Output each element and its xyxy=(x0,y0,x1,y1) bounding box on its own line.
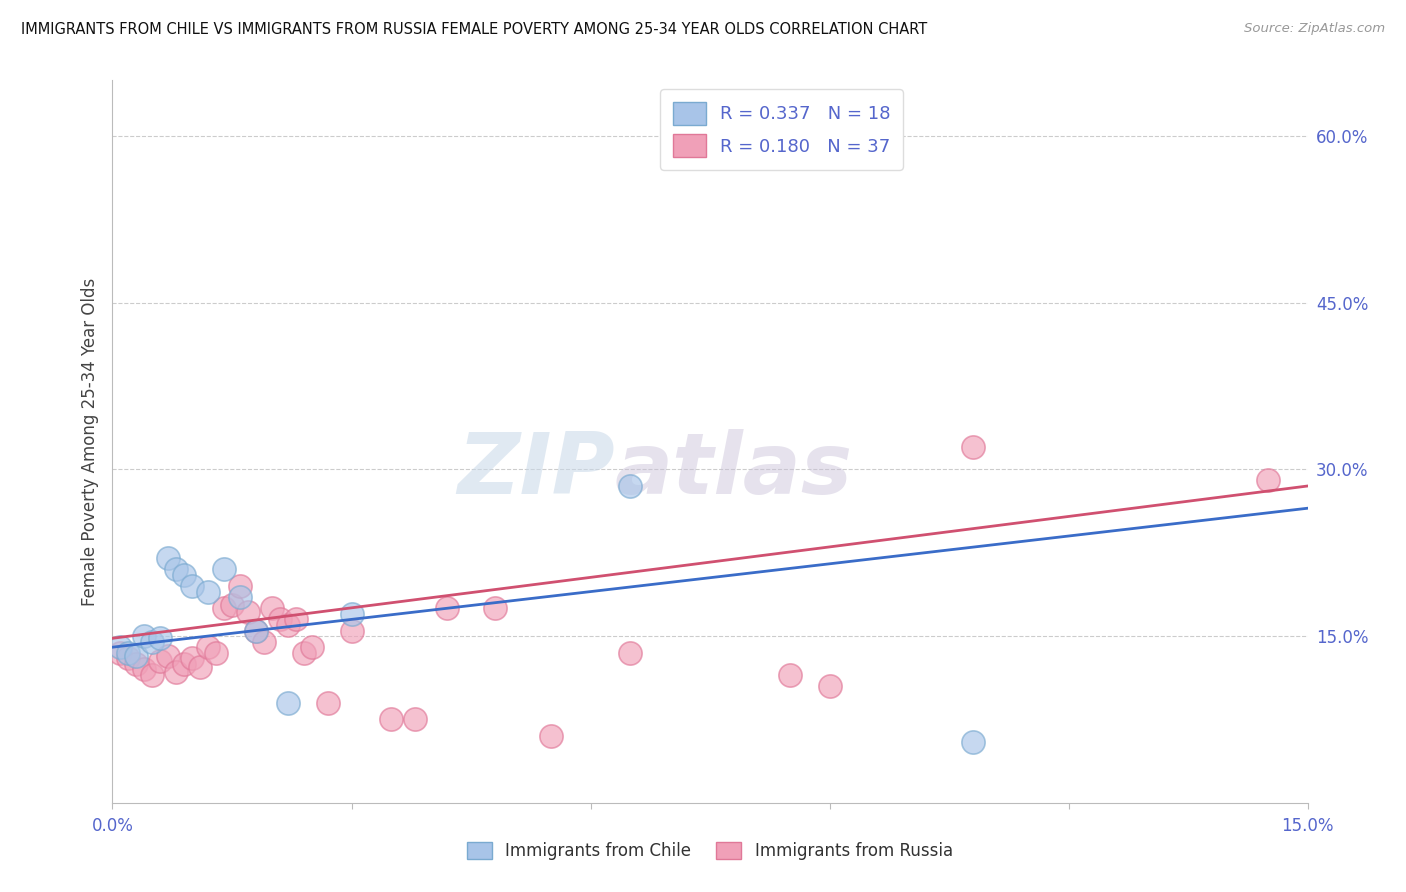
Point xyxy=(229,579,252,593)
Point xyxy=(125,649,148,664)
Point xyxy=(212,601,235,615)
Point xyxy=(619,479,641,493)
Point xyxy=(436,601,458,615)
Point xyxy=(962,440,984,454)
Point xyxy=(141,634,163,648)
Point xyxy=(205,646,228,660)
Point xyxy=(134,629,156,643)
Point xyxy=(540,729,562,743)
Point xyxy=(301,640,323,655)
Point xyxy=(157,551,180,566)
Point xyxy=(484,601,506,615)
Point xyxy=(212,562,235,576)
Point xyxy=(197,640,219,655)
Point xyxy=(269,612,291,626)
Point xyxy=(149,653,172,667)
Point xyxy=(117,646,139,660)
Point xyxy=(149,632,172,646)
Y-axis label: Female Poverty Among 25-34 Year Olds: Female Poverty Among 25-34 Year Olds xyxy=(80,277,98,606)
Point xyxy=(110,646,132,660)
Point xyxy=(173,568,195,582)
Point xyxy=(253,634,276,648)
Point xyxy=(818,679,841,693)
Point xyxy=(181,651,204,665)
Text: atlas: atlas xyxy=(614,429,852,512)
Point xyxy=(165,562,187,576)
Point xyxy=(962,734,984,748)
Point xyxy=(236,605,259,619)
Text: Source: ZipAtlas.com: Source: ZipAtlas.com xyxy=(1244,22,1385,36)
Point xyxy=(197,584,219,599)
Point xyxy=(229,590,252,604)
Text: ZIP: ZIP xyxy=(457,429,614,512)
Point xyxy=(277,618,299,632)
Point xyxy=(277,696,299,710)
Point xyxy=(181,579,204,593)
Point xyxy=(117,651,139,665)
Point xyxy=(245,624,267,638)
Point xyxy=(404,713,426,727)
Point xyxy=(141,668,163,682)
Point xyxy=(173,657,195,671)
Point xyxy=(125,657,148,671)
Text: IMMIGRANTS FROM CHILE VS IMMIGRANTS FROM RUSSIA FEMALE POVERTY AMONG 25-34 YEAR : IMMIGRANTS FROM CHILE VS IMMIGRANTS FROM… xyxy=(21,22,928,37)
Point xyxy=(380,713,402,727)
Point xyxy=(188,660,211,674)
Point xyxy=(340,624,363,638)
Point xyxy=(619,646,641,660)
Point xyxy=(779,668,801,682)
Point xyxy=(110,640,132,655)
Point xyxy=(260,601,283,615)
Point xyxy=(134,662,156,676)
Point xyxy=(316,696,339,710)
Point xyxy=(1257,474,1279,488)
Point xyxy=(340,607,363,621)
Point xyxy=(157,649,180,664)
Point xyxy=(245,624,267,638)
Point xyxy=(165,665,187,679)
Point xyxy=(221,598,243,612)
Point xyxy=(284,612,307,626)
Legend: Immigrants from Chile, Immigrants from Russia: Immigrants from Chile, Immigrants from R… xyxy=(461,835,959,867)
Point xyxy=(292,646,315,660)
